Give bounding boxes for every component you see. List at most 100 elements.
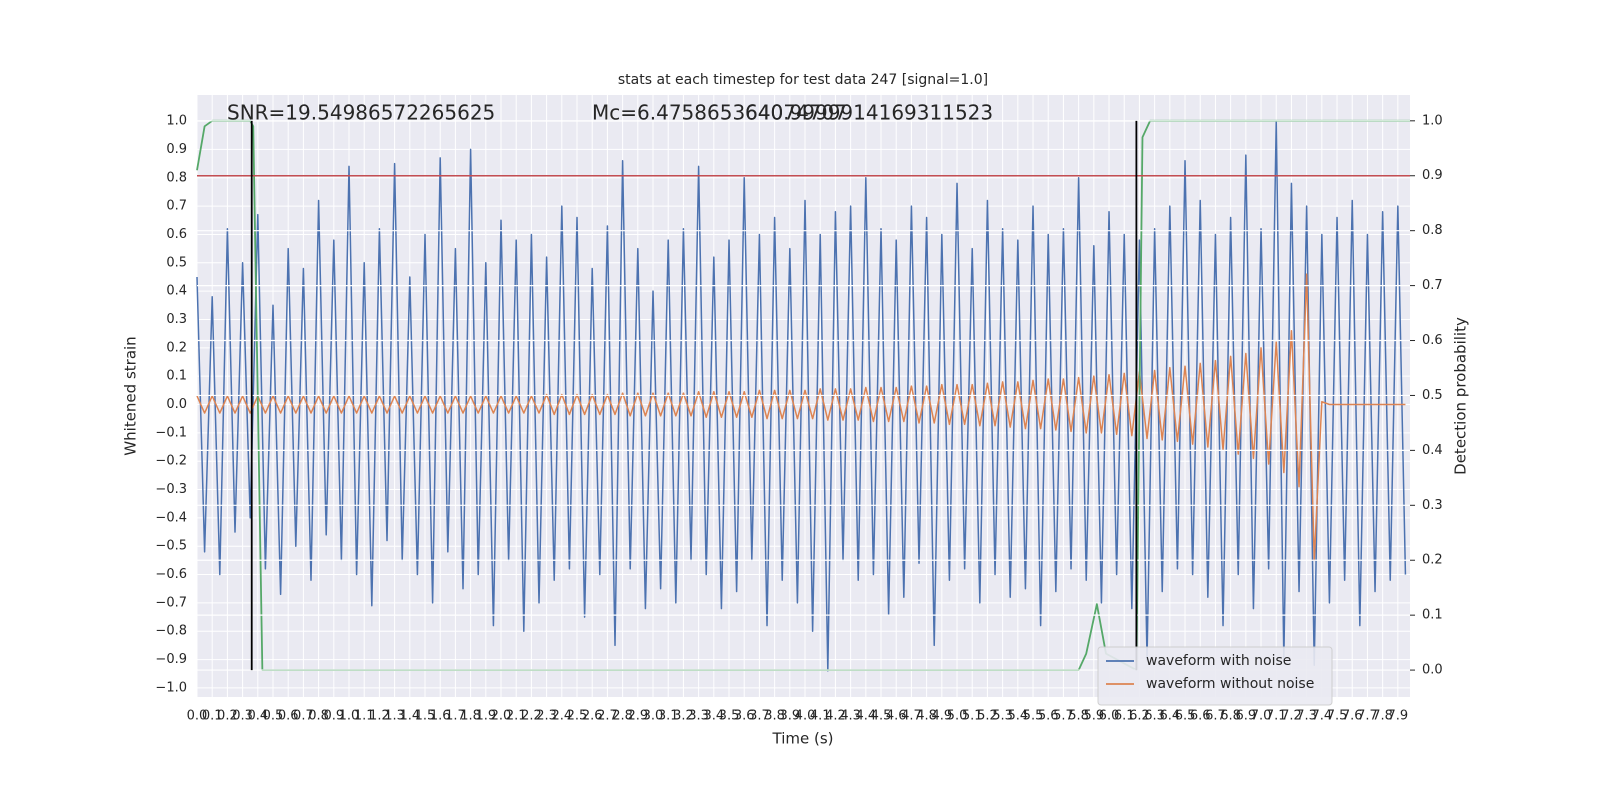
- y-tick-label: 0.8: [166, 170, 187, 185]
- x-tick-label: 6.5: [1175, 709, 1196, 724]
- x-tick-label: 5.0: [947, 709, 968, 724]
- x-tick-label: 3.1: [658, 709, 679, 724]
- y-tick-label: −0.5: [155, 539, 187, 554]
- x-tick-label: 3.0: [643, 709, 664, 724]
- x-tick-label: 1.3: [384, 709, 405, 724]
- x-tick-label: 2.9: [627, 709, 648, 724]
- y-tick-label: −0.8: [155, 624, 187, 639]
- x-tick-label: 0.0: [187, 709, 208, 724]
- x-tick-label: 1.9: [475, 709, 496, 724]
- x-tick-label: 0.3: [232, 709, 253, 724]
- x-tick-label: 6.1: [1114, 709, 1135, 724]
- x-tick-label: 7.0: [1251, 709, 1272, 724]
- x-tick-label: 3.6: [734, 709, 755, 724]
- legend: waveform with noise waveform without nois…: [1097, 646, 1333, 706]
- x-tick-label: 6.9: [1235, 709, 1256, 724]
- x-tick-label: 5.1: [962, 709, 983, 724]
- x-tick-label: 4.7: [901, 709, 922, 724]
- x-tick-label: 3.2: [673, 709, 694, 724]
- y-tick-label: −0.9: [155, 652, 187, 667]
- x-tick-label: 2.2: [521, 709, 542, 724]
- y-tick-label: 0.7: [166, 199, 187, 214]
- x-tick-label: 0.8: [308, 709, 329, 724]
- x-tick-label: 2.3: [536, 709, 557, 724]
- legend-box: [1097, 646, 1333, 706]
- x-tick-label: 4.4: [855, 709, 876, 724]
- x-tick-label: 0.7: [293, 709, 314, 724]
- y-tick-label: −0.1: [155, 425, 187, 440]
- x-tick-label: 7.8: [1372, 709, 1393, 724]
- y-tick-label: 1.0: [166, 114, 187, 129]
- x-tick-label: 4.3: [840, 709, 861, 724]
- x-tick-label: 6.3: [1144, 709, 1165, 724]
- y-tick-label: 0.3: [166, 312, 187, 327]
- x-tick-label: 4.8: [916, 709, 937, 724]
- x-axis-label: Time (s): [772, 730, 834, 748]
- y-tick-label: 0.9: [166, 142, 187, 157]
- x-tick-label: 7.4: [1311, 709, 1332, 724]
- x-tick-label: 1.1: [354, 709, 375, 724]
- x-tick-label: 5.6: [1038, 709, 1059, 724]
- y2-tick-label: 1.0: [1422, 113, 1443, 128]
- x-tick-label: 4.9: [931, 709, 952, 724]
- x-tick-label: 2.4: [551, 709, 572, 724]
- y-tick-label: 0.0: [166, 397, 187, 412]
- y2-axis-label: Detection probability: [1452, 317, 1470, 475]
- x-tick-label: 1.6: [430, 709, 451, 724]
- x-tick-label: 1.8: [460, 709, 481, 724]
- x-tick-label: 5.4: [1007, 709, 1028, 724]
- x-tick-label: 5.3: [992, 709, 1013, 724]
- y-tick-label: 0.1: [166, 369, 187, 384]
- y-tick-label: 0.4: [166, 284, 187, 299]
- y-tick-label: −0.4: [155, 510, 187, 525]
- x-tick-label: 4.2: [825, 709, 846, 724]
- y2-tick-label: 0.2: [1422, 553, 1443, 568]
- x-tick-label: 6.2: [1129, 709, 1150, 724]
- y-tick-label: −0.3: [155, 482, 187, 497]
- x-tick-label: 3.4: [703, 709, 724, 724]
- x-tick-label: 1.2: [369, 709, 390, 724]
- y2-tick-label: 0.0: [1422, 663, 1443, 678]
- annotation: Mc=6.475865364074707: [592, 101, 847, 125]
- x-tick-label: 2.5: [567, 709, 588, 724]
- x-tick-label: 0.9: [323, 709, 344, 724]
- x-tick-label: 1.7: [445, 709, 466, 724]
- x-tick-label: 0.5: [263, 709, 284, 724]
- x-tick-label: 7.9: [1387, 709, 1408, 724]
- y-tick-label: −1.0: [155, 680, 187, 695]
- x-tick-label: 7.5: [1327, 709, 1348, 724]
- x-tick-label: 6.6: [1190, 709, 1211, 724]
- y-tick-label: −0.6: [155, 567, 187, 582]
- x-tick-label: 5.5: [1023, 709, 1044, 724]
- x-tick-label: 1.4: [399, 709, 420, 724]
- x-tick-label: 0.4: [247, 709, 268, 724]
- y2-tick-label: 0.9: [1422, 168, 1443, 183]
- annotation: 640.9999914169311523: [745, 101, 993, 125]
- overlay: waveform with noise waveform without nois…: [197, 120, 1415, 706]
- x-tick-label: 3.9: [779, 709, 800, 724]
- y2-tick-label: 0.6: [1422, 333, 1443, 348]
- y2-tick-label: 0.8: [1422, 223, 1443, 238]
- x-tick-label: 6.0: [1099, 709, 1120, 724]
- y-tick-label: 0.5: [166, 255, 187, 270]
- x-tick-label: 7.7: [1357, 709, 1378, 724]
- y-tick-label: −0.2: [155, 454, 187, 469]
- chart-title: stats at each timestep for test data 247…: [618, 72, 988, 88]
- x-tick-label: 1.0: [339, 709, 360, 724]
- series-line: [196, 273, 1406, 562]
- y-tick-label: 0.2: [166, 340, 187, 355]
- x-tick-label: 7.3: [1296, 709, 1317, 724]
- x-tick-label: 1.5: [415, 709, 436, 724]
- legend-label: waveform with noise: [1146, 653, 1291, 669]
- x-tick-label: 3.7: [749, 709, 770, 724]
- y2-tick-label: 0.3: [1422, 498, 1443, 513]
- x-tick-label: 5.2: [977, 709, 998, 724]
- y-tick-label: 0.6: [166, 227, 187, 242]
- x-tick-label: 6.8: [1220, 709, 1241, 724]
- x-tick-label: 4.6: [886, 709, 907, 724]
- x-tick-label: 5.8: [1068, 709, 1089, 724]
- x-tick-label: 2.0: [491, 709, 512, 724]
- x-tick-label: 2.6: [582, 709, 603, 724]
